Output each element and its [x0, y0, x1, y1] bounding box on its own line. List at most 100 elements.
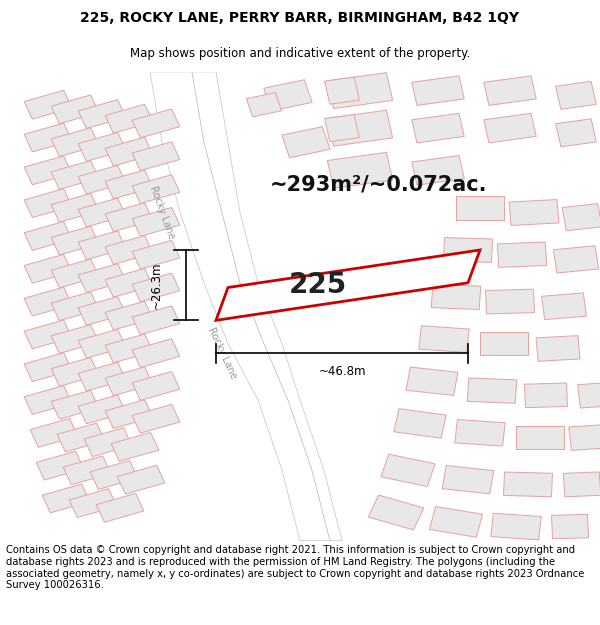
Polygon shape: [51, 226, 99, 255]
Text: 225: 225: [289, 271, 347, 299]
Polygon shape: [509, 199, 559, 226]
Polygon shape: [542, 293, 586, 319]
Polygon shape: [51, 390, 99, 419]
Polygon shape: [42, 484, 90, 513]
Polygon shape: [51, 292, 99, 321]
Polygon shape: [24, 156, 72, 185]
Polygon shape: [419, 326, 469, 352]
Polygon shape: [78, 99, 126, 129]
Polygon shape: [412, 156, 464, 185]
Polygon shape: [51, 193, 99, 222]
Polygon shape: [105, 202, 153, 232]
Polygon shape: [431, 284, 481, 309]
Polygon shape: [503, 472, 553, 497]
Polygon shape: [192, 72, 342, 541]
Polygon shape: [484, 113, 536, 143]
Polygon shape: [132, 306, 180, 335]
Polygon shape: [105, 137, 153, 166]
Polygon shape: [455, 419, 505, 446]
Polygon shape: [57, 423, 105, 452]
Polygon shape: [328, 110, 392, 146]
Polygon shape: [51, 127, 99, 157]
Polygon shape: [90, 461, 138, 489]
Polygon shape: [24, 386, 72, 414]
Polygon shape: [78, 198, 126, 227]
Text: ~26.3m: ~26.3m: [149, 261, 163, 309]
Polygon shape: [132, 208, 180, 236]
Polygon shape: [216, 250, 480, 320]
Polygon shape: [556, 81, 596, 109]
Polygon shape: [105, 104, 153, 133]
Polygon shape: [491, 513, 541, 540]
Polygon shape: [132, 404, 180, 433]
Polygon shape: [105, 367, 153, 396]
Polygon shape: [563, 472, 600, 497]
Polygon shape: [51, 324, 99, 354]
Polygon shape: [456, 196, 504, 219]
Polygon shape: [111, 432, 159, 461]
Polygon shape: [569, 424, 600, 451]
Polygon shape: [63, 456, 111, 485]
Polygon shape: [562, 204, 600, 231]
Polygon shape: [105, 399, 153, 429]
Polygon shape: [381, 454, 435, 486]
Polygon shape: [78, 165, 126, 194]
Polygon shape: [96, 493, 144, 522]
Polygon shape: [117, 465, 165, 494]
Polygon shape: [368, 495, 424, 530]
Text: Rocky Lane: Rocky Lane: [206, 326, 238, 381]
Polygon shape: [24, 320, 72, 349]
Polygon shape: [132, 174, 180, 204]
Polygon shape: [105, 170, 153, 199]
Polygon shape: [105, 334, 153, 363]
Polygon shape: [553, 246, 599, 273]
Polygon shape: [150, 72, 330, 541]
Polygon shape: [51, 259, 99, 288]
Polygon shape: [132, 142, 180, 171]
Polygon shape: [78, 362, 126, 391]
Polygon shape: [36, 451, 84, 480]
Polygon shape: [412, 76, 464, 106]
Polygon shape: [24, 352, 72, 382]
Polygon shape: [132, 240, 180, 269]
Text: Contains OS data © Crown copyright and database right 2021. This information is : Contains OS data © Crown copyright and d…: [6, 545, 584, 590]
Polygon shape: [132, 339, 180, 367]
Polygon shape: [84, 428, 132, 457]
Polygon shape: [78, 296, 126, 326]
Polygon shape: [78, 264, 126, 292]
Polygon shape: [51, 357, 99, 386]
Polygon shape: [442, 466, 494, 494]
Polygon shape: [484, 76, 536, 106]
Polygon shape: [247, 92, 281, 117]
Polygon shape: [69, 489, 117, 518]
Polygon shape: [497, 242, 547, 268]
Polygon shape: [328, 152, 392, 188]
Polygon shape: [485, 289, 535, 314]
Text: 225, ROCKY LANE, PERRY BARR, BIRMINGHAM, B42 1QY: 225, ROCKY LANE, PERRY BARR, BIRMINGHAM,…: [80, 11, 520, 25]
Polygon shape: [325, 77, 359, 104]
Polygon shape: [430, 506, 482, 538]
Polygon shape: [51, 161, 99, 189]
Polygon shape: [105, 268, 153, 298]
Polygon shape: [264, 80, 312, 111]
Text: ~46.8m: ~46.8m: [318, 366, 366, 378]
Polygon shape: [24, 287, 72, 316]
Polygon shape: [24, 254, 72, 283]
Polygon shape: [24, 123, 72, 152]
Polygon shape: [480, 332, 528, 356]
Polygon shape: [325, 114, 359, 142]
Polygon shape: [51, 95, 99, 124]
Polygon shape: [406, 367, 458, 396]
Polygon shape: [282, 127, 330, 158]
Text: Rocky Lane: Rocky Lane: [148, 184, 176, 241]
Polygon shape: [24, 189, 72, 218]
Polygon shape: [78, 132, 126, 161]
Polygon shape: [516, 426, 564, 449]
Polygon shape: [132, 371, 180, 401]
Polygon shape: [578, 382, 600, 408]
Polygon shape: [132, 273, 180, 302]
Polygon shape: [467, 378, 517, 403]
Polygon shape: [412, 113, 464, 143]
Polygon shape: [551, 514, 589, 539]
Polygon shape: [24, 221, 72, 251]
